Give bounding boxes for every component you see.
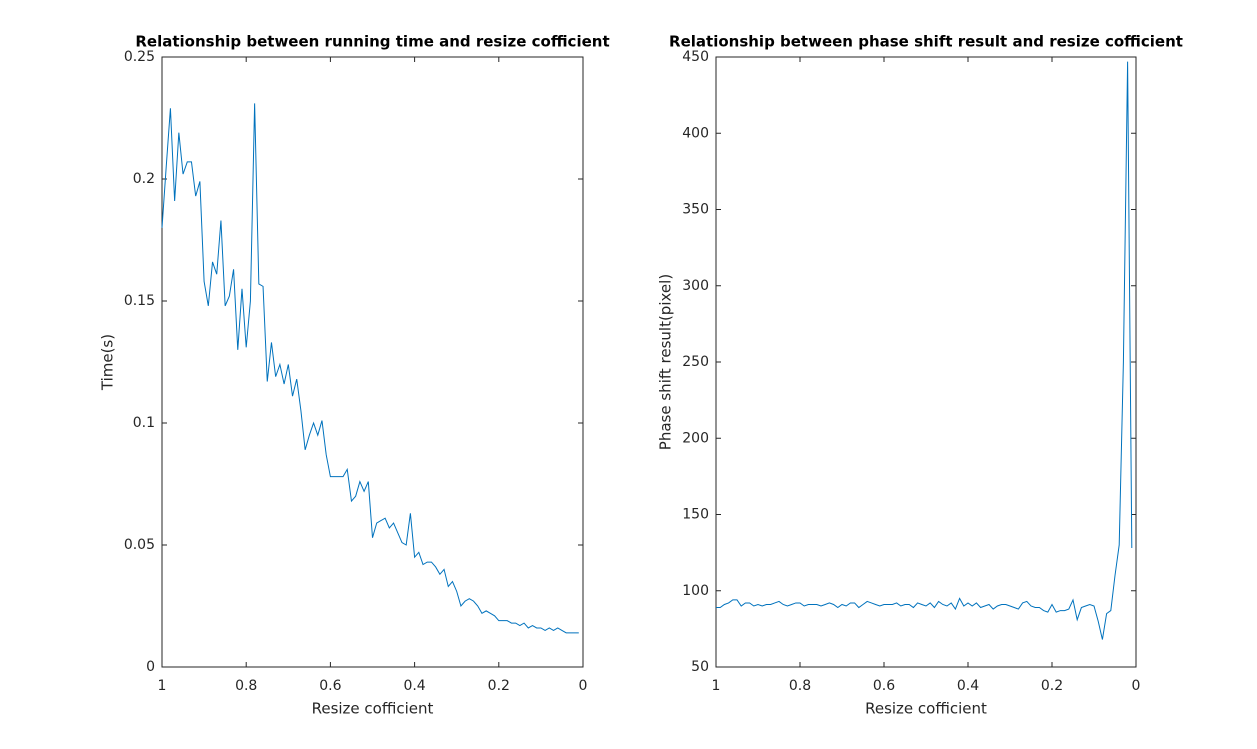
x-tick-label: 0	[579, 678, 588, 694]
x-tick-label: 0.8	[235, 678, 257, 694]
axes-box	[715, 56, 1137, 668]
data-line	[716, 61, 1133, 640]
y-tick-label: 0.2	[133, 171, 155, 187]
y-tick-label: 0.05	[124, 537, 155, 553]
x-tick-label: 0.6	[873, 678, 895, 694]
y-tick-label: 250	[682, 354, 709, 370]
chart-title: Relationship between running time and re…	[135, 33, 609, 51]
y-tick-label: 0.1	[133, 415, 155, 431]
y-tick-label: 300	[682, 278, 709, 294]
x-tick-label: 1	[712, 678, 721, 694]
y-tick-label: 450	[682, 49, 709, 65]
y-tick-label: 400	[682, 125, 709, 141]
y-tick-label: 50	[691, 659, 709, 675]
axes-box	[161, 56, 584, 668]
x-axis-label: Resize cofficient	[865, 700, 987, 718]
x-tick-label: 0.2	[1041, 678, 1063, 694]
chart-title: Relationship between phase shift result …	[669, 33, 1183, 51]
data-line	[161, 103, 579, 634]
x-tick-label: 0.8	[789, 678, 811, 694]
x-tick-label: 1	[158, 678, 167, 694]
y-tick-label: 200	[682, 430, 709, 446]
y-axis-label: Phase shift result(pixel)	[657, 274, 675, 450]
x-tick-label: 0.4	[957, 678, 979, 694]
y-axis-label: Time(s)	[99, 334, 117, 391]
y-tick-label: 150	[682, 507, 709, 523]
x-axis-label: Resize cofficient	[312, 700, 434, 718]
y-tick-label: 0.15	[124, 293, 155, 309]
y-tick-label: 0.25	[124, 49, 155, 65]
y-tick-label: 0	[146, 659, 155, 675]
y-tick-label: 100	[682, 583, 709, 599]
x-tick-label: 0.2	[488, 678, 510, 694]
x-tick-label: 0	[1132, 678, 1141, 694]
y-tick-label: 350	[682, 202, 709, 218]
x-tick-label: 0.6	[319, 678, 341, 694]
x-tick-label: 0.4	[403, 678, 425, 694]
